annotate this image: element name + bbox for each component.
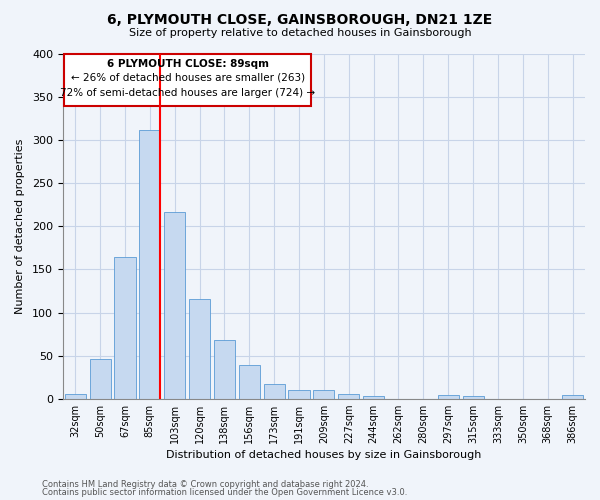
Bar bbox=[289, 390, 310, 398]
Bar bbox=[363, 396, 384, 398]
Bar bbox=[65, 394, 86, 398]
Bar bbox=[239, 365, 260, 398]
Bar bbox=[437, 395, 459, 398]
Text: 6, PLYMOUTH CLOSE, GAINSBOROUGH, DN21 1ZE: 6, PLYMOUTH CLOSE, GAINSBOROUGH, DN21 1Z… bbox=[107, 12, 493, 26]
Bar bbox=[562, 395, 583, 398]
Bar bbox=[115, 256, 136, 398]
Text: Contains HM Land Registry data © Crown copyright and database right 2024.: Contains HM Land Registry data © Crown c… bbox=[42, 480, 368, 489]
Text: ← 26% of detached houses are smaller (263): ← 26% of detached houses are smaller (26… bbox=[71, 73, 305, 83]
Bar bbox=[463, 396, 484, 398]
Text: 72% of semi-detached houses are larger (724) →: 72% of semi-detached houses are larger (… bbox=[60, 88, 316, 99]
Bar bbox=[263, 384, 285, 398]
Bar bbox=[89, 359, 110, 399]
Bar bbox=[313, 390, 334, 398]
FancyBboxPatch shape bbox=[64, 54, 311, 106]
Text: 6 PLYMOUTH CLOSE: 89sqm: 6 PLYMOUTH CLOSE: 89sqm bbox=[107, 59, 269, 69]
Bar bbox=[214, 340, 235, 398]
Bar bbox=[338, 394, 359, 398]
Bar bbox=[164, 212, 185, 398]
X-axis label: Distribution of detached houses by size in Gainsborough: Distribution of detached houses by size … bbox=[166, 450, 482, 460]
Bar bbox=[139, 130, 160, 398]
Text: Contains public sector information licensed under the Open Government Licence v3: Contains public sector information licen… bbox=[42, 488, 407, 497]
Text: Size of property relative to detached houses in Gainsborough: Size of property relative to detached ho… bbox=[128, 28, 472, 38]
Bar bbox=[189, 298, 210, 398]
Y-axis label: Number of detached properties: Number of detached properties bbox=[15, 138, 25, 314]
